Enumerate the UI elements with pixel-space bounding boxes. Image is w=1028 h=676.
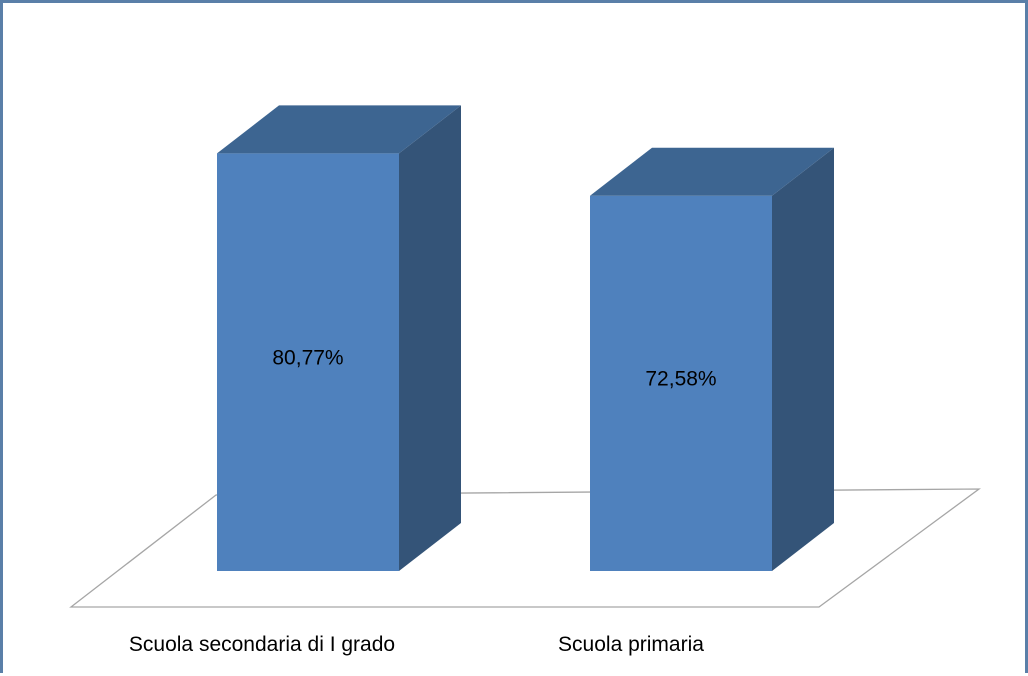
chart-floor	[71, 489, 979, 607]
bar-side-face	[772, 148, 834, 571]
data-label: 80,77%	[272, 346, 343, 369]
data-label: 72,58%	[645, 367, 716, 390]
bar-1	[217, 105, 461, 571]
category-label: Scuola primaria	[558, 633, 704, 656]
bar-side-face	[399, 105, 461, 571]
bar-2	[590, 148, 834, 571]
bar-chart: 80,77% Scuola secondaria di I grado 72,58%…	[3, 3, 1028, 676]
category-label: Scuola secondaria di I grado	[129, 633, 395, 656]
